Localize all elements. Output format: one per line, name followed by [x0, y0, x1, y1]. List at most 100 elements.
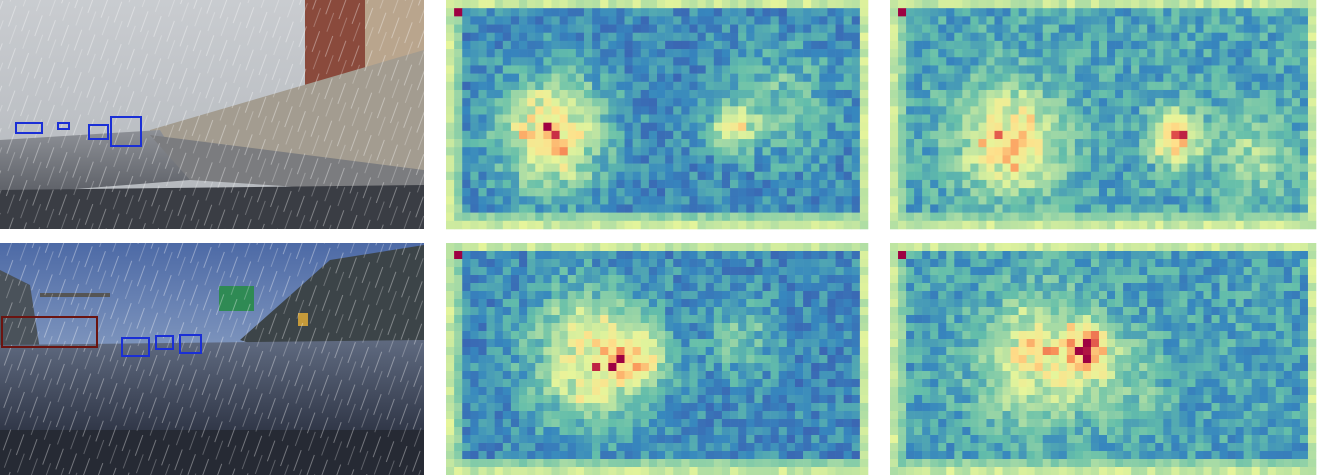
- heatmap-cell: [1155, 16, 1163, 24]
- heatmap-cell: [1179, 139, 1187, 147]
- heatmap-cell: [633, 16, 641, 24]
- heatmap-cell: [746, 65, 754, 73]
- heatmap-cell: [478, 180, 486, 188]
- heatmap-cell: [922, 57, 930, 65]
- heatmap-cell: [763, 315, 771, 323]
- heatmap-cell: [1260, 307, 1268, 315]
- heatmap-cell: [1228, 172, 1236, 180]
- heatmap-cell: [1244, 16, 1252, 24]
- heatmap-cell: [665, 25, 673, 33]
- heatmap-cell: [978, 221, 986, 229]
- heatmap-cell: [600, 379, 608, 387]
- heatmap-cell: [914, 115, 922, 123]
- heatmap-cell: [665, 451, 673, 459]
- heatmap-cell: [543, 164, 551, 172]
- heatmap-cell: [1035, 188, 1043, 196]
- heatmap-cell: [1075, 172, 1083, 180]
- heatmap-cell: [673, 395, 681, 403]
- heatmap-cell: [503, 16, 511, 24]
- heatmap-cell: [1011, 41, 1019, 49]
- heatmap-cell: [478, 25, 486, 33]
- heatmap-cell: [844, 16, 852, 24]
- heatmap-cell: [1179, 25, 1187, 33]
- heatmap-cell: [1107, 307, 1115, 315]
- heatmap-cell: [970, 299, 978, 307]
- heatmap-cell: [552, 155, 560, 163]
- heatmap-cell: [608, 419, 616, 427]
- heatmap-cell: [738, 427, 746, 435]
- heatmap-cell: [836, 41, 844, 49]
- heatmap-cell: [738, 435, 746, 443]
- heatmap-cell: [1228, 115, 1236, 123]
- heatmap-cell: [836, 155, 844, 163]
- heatmap-cell: [1027, 65, 1035, 73]
- heatmap-cell: [1244, 291, 1252, 299]
- heatmap-cell: [673, 387, 681, 395]
- heatmap-cell: [827, 33, 835, 41]
- heatmap-cell: [852, 251, 860, 259]
- heatmap-cell: [568, 57, 576, 65]
- heatmap-cell: [1107, 16, 1115, 24]
- heatmap-cell: [1203, 155, 1211, 163]
- heatmap-cell: [1292, 131, 1300, 139]
- heatmap-cell: [1236, 115, 1244, 123]
- heatmap-cell: [803, 459, 811, 467]
- heatmap-cell: [1011, 0, 1019, 8]
- heatmap-cell: [836, 419, 844, 427]
- heatmap-cell: [665, 90, 673, 98]
- heatmap-cell: [1284, 275, 1292, 283]
- heatmap-cell: [890, 147, 898, 155]
- heatmap-cell: [657, 74, 665, 82]
- heatmap-cell: [1163, 164, 1171, 172]
- heatmap-cell: [446, 155, 454, 163]
- heatmap-cell: [1059, 131, 1067, 139]
- heatmap-cell: [1220, 41, 1228, 49]
- heatmap-cell: [914, 283, 922, 291]
- heatmap-cell: [478, 147, 486, 155]
- heatmap-cell: [819, 57, 827, 65]
- heatmap-cell: [738, 259, 746, 267]
- heatmap-cell: [527, 0, 535, 8]
- heatmap-cell: [673, 213, 681, 221]
- heatmap-cell: [657, 347, 665, 355]
- heatmap-cell: [811, 0, 819, 8]
- heatmap-cell: [746, 221, 754, 229]
- heatmap-cell: [487, 427, 495, 435]
- heatmap-cell: [673, 459, 681, 467]
- heatmap-cell: [1171, 82, 1179, 90]
- heatmap-cell: [511, 147, 519, 155]
- heatmap-cell: [986, 139, 994, 147]
- heatmap-cell: [1292, 0, 1300, 8]
- heatmap-cell: [844, 243, 852, 251]
- heatmap-cell: [681, 395, 689, 403]
- heatmap-cell: [836, 387, 844, 395]
- heatmap-cell: [714, 339, 722, 347]
- heatmap-cell: [543, 267, 551, 275]
- heatmap-cell: [633, 65, 641, 73]
- heatmap-cell: [930, 90, 938, 98]
- heatmap-cell: [1260, 16, 1268, 24]
- heatmap-cell: [681, 213, 689, 221]
- heatmap-cell: [657, 16, 665, 24]
- heatmap-cell: [890, 172, 898, 180]
- heatmap-cell: [1244, 275, 1252, 283]
- heatmap-cell: [978, 41, 986, 49]
- heatmap-cell: [722, 395, 730, 403]
- heatmap-cell: [771, 379, 779, 387]
- heatmap-cell: [543, 90, 551, 98]
- heatmap-cell: [1212, 172, 1220, 180]
- heatmap-cell: [1155, 90, 1163, 98]
- heatmap-cell: [1003, 131, 1011, 139]
- heatmap-cell: [754, 188, 762, 196]
- heatmap-cell: [616, 139, 624, 147]
- heatmap-cell: [811, 459, 819, 467]
- heatmap-cell: [852, 25, 860, 33]
- heatmap-cell: [1091, 196, 1099, 204]
- heatmap-cell: [803, 275, 811, 283]
- heatmap-cell: [454, 435, 462, 443]
- heatmap-cell: [511, 155, 519, 163]
- heatmap-cell: [722, 16, 730, 24]
- heatmap-cell: [787, 106, 795, 114]
- heatmap-cell: [478, 155, 486, 163]
- heatmap-cell: [746, 331, 754, 339]
